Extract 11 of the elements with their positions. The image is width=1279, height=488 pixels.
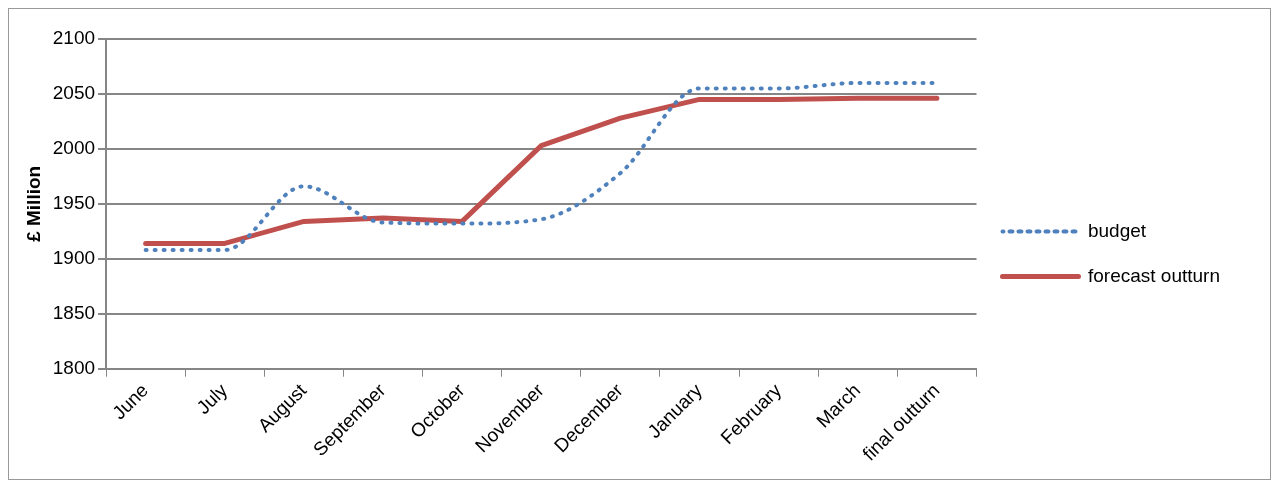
legend-label: forecast outturn	[1087, 264, 1221, 286]
y-axis-title: £ Million	[22, 165, 44, 242]
y-tick-label: 1850	[52, 301, 96, 323]
y-tick-label: 1900	[52, 247, 96, 269]
y-tick-label: 2000	[52, 137, 96, 159]
y-tick-label: 2050	[52, 82, 96, 104]
y-tick-label: 2100	[52, 27, 96, 49]
legend-label: budget	[1087, 219, 1147, 241]
y-tick-label: 1800	[52, 356, 96, 378]
y-tick-label: 1950	[52, 192, 96, 214]
x-tick-label: July	[192, 379, 232, 419]
